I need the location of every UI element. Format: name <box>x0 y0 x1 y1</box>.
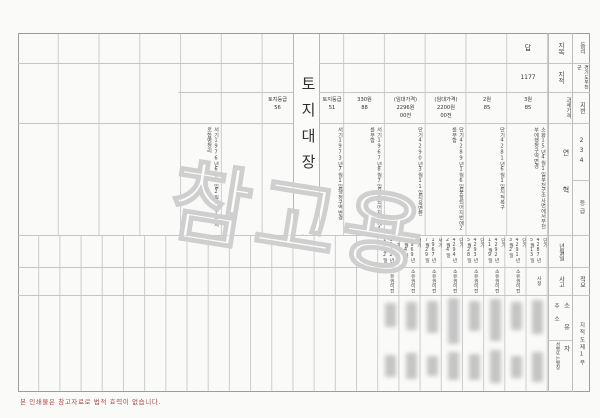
grid-line <box>18 295 590 296</box>
date-cell: 서기1972년11월2일 <box>382 238 400 263</box>
price-line: 85 <box>524 105 532 111</box>
redacted-address <box>385 303 396 327</box>
history-cell: 단기4290년3월11일지목변환 <box>417 127 423 216</box>
label-jeokyo: 적요 <box>578 275 586 288</box>
history-cell: 서기1973년7월1일행정구역변경 <box>337 127 343 221</box>
redacted-address <box>490 299 501 341</box>
grid-line <box>178 92 293 93</box>
value-jibun: 234 <box>578 137 585 167</box>
cause-cell: 소유권이전 <box>388 269 394 293</box>
label-address: 주소 <box>553 303 559 328</box>
price-line: 88 <box>361 105 368 111</box>
redacted-name <box>448 352 459 380</box>
cause-cell: 소유권이전 <box>472 269 478 293</box>
label-price: 과세가격 <box>565 97 571 119</box>
redacted-name <box>511 356 522 378</box>
title-column: 토지대장 <box>293 34 320 234</box>
label-history: 연혁 <box>562 149 570 223</box>
value-jimok: 답 <box>524 44 532 52</box>
cause-cell: 소유권이전 <box>493 269 499 293</box>
date-cell: 단기4291년3월2일 <box>508 238 526 263</box>
lower-grid-columns <box>18 235 548 392</box>
history-cell: 단기4289년1월6일분할되어지번에2를부함 <box>451 127 464 232</box>
price-line: 3원 <box>523 97 533 103</box>
history-cell: 서기1967년8월7일분할되어지번에4를부함 <box>369 127 382 232</box>
grid-line <box>548 33 549 392</box>
grid-line <box>319 123 590 124</box>
price-line: 2296원 <box>396 105 415 111</box>
redacted-name <box>532 352 543 382</box>
footer-disclaimer: 본 인쇄물은 참고자료로 법적 효력이 없습니다. <box>20 398 162 406</box>
date-cell: 단기4293년5월28일 <box>466 238 484 263</box>
price-line: 85 <box>483 105 491 111</box>
price-line: 56 <box>274 105 281 111</box>
redacted-name <box>469 354 480 380</box>
label-name: 성명또는명칭 <box>555 342 560 370</box>
price-line: (임대가격) <box>393 97 418 103</box>
price-line: 330원 <box>357 97 372 103</box>
label-jibun: 지번 <box>578 101 586 114</box>
label-date: 년월일 <box>557 242 565 261</box>
cause-cell: 소유권이전 <box>409 269 415 293</box>
date-cell: 단기4287년5월13일 <box>529 238 547 263</box>
table-frame <box>18 33 590 392</box>
redacted-name <box>406 353 417 379</box>
grid-line <box>18 63 293 64</box>
grid-line <box>319 63 590 64</box>
value-jijeok: 1177 <box>520 74 536 81</box>
price-line: (임대가격) <box>434 97 458 103</box>
label-dongri: 동리 <box>578 42 586 54</box>
date-cell: 서기1969년2월4일 <box>403 238 421 263</box>
redacted-address <box>511 302 522 330</box>
grid-line <box>18 235 590 236</box>
label-jimok: 지목 <box>556 41 565 55</box>
cause-cell: 소유권이전 <box>514 269 520 293</box>
redacted-address <box>448 298 459 344</box>
cause-cell: 사정 <box>535 276 541 286</box>
redacted-name <box>490 350 501 383</box>
grid-line <box>18 267 590 268</box>
label-sago: 사고 <box>557 275 565 288</box>
grid-line <box>572 180 590 181</box>
price-line: 토지등급 <box>267 97 288 103</box>
redacted-name <box>385 355 396 377</box>
redacted-address <box>469 301 480 331</box>
grid-line <box>18 123 293 124</box>
history-cell: 단기4281년6월1일지적복구 <box>499 127 505 210</box>
date-cell: 단기4292년11월9일 <box>487 238 505 263</box>
cause-cell: 소유권이전 <box>451 269 457 293</box>
price-line: 00전 <box>399 113 412 119</box>
redacted-address <box>427 301 438 333</box>
price-line: 토지등급 <box>322 97 342 103</box>
grid-line <box>548 340 572 341</box>
price-line: 2200원 <box>437 105 455 111</box>
upper-grid-columns <box>18 33 548 235</box>
label-jijeok: 지적 <box>556 71 565 84</box>
price-line: 00전 <box>440 113 452 119</box>
redacted-address <box>532 300 543 334</box>
history-cell: 서기1976년6월1일2필지를1필지로합병정리 <box>206 127 219 227</box>
label-owner: 소유자 <box>562 302 570 367</box>
redacted-address <box>406 302 417 330</box>
label-region: 경기도부천군 <box>576 65 588 89</box>
history-cell: 소화15년4월1일부천군소사면에서부천부에행정구역변경 <box>533 127 546 229</box>
document-title: 토지대장 <box>299 76 317 180</box>
label-grade: 등급 <box>578 200 584 216</box>
grid-line <box>319 92 590 93</box>
label-book: 지적도제1부 <box>578 321 585 367</box>
date-cell: 서기1967년7월29일 <box>424 238 442 263</box>
redacted-name <box>427 356 438 376</box>
date-cell: 단기4294년2월4일 <box>445 238 463 263</box>
cause-cell: 소유권이전 <box>430 269 436 293</box>
price-line: 51 <box>328 105 336 111</box>
price-line: 2원 <box>482 97 492 103</box>
grid-line <box>572 33 573 392</box>
